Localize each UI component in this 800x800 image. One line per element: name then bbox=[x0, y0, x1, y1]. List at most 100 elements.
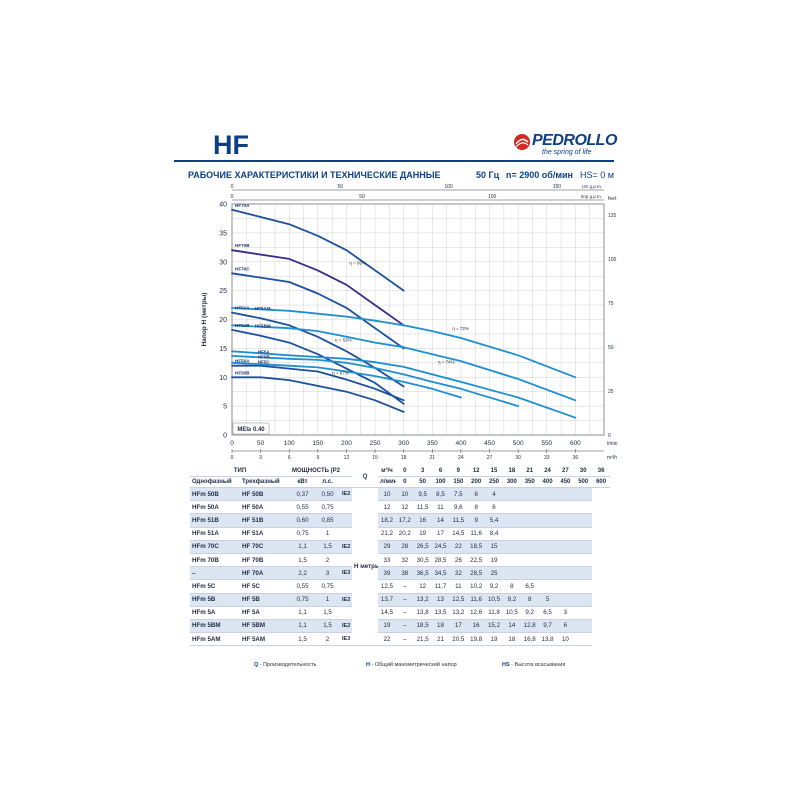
power-hp: 1,5 bbox=[315, 540, 341, 554]
single-phase-model: HFm 70B bbox=[190, 553, 240, 568]
three-phase-model: HF 5A bbox=[240, 606, 291, 620]
head-value: 22 bbox=[378, 632, 396, 647]
lmin-header-cell: 500 bbox=[574, 476, 593, 488]
m3h-tick-label: 27 bbox=[487, 455, 493, 461]
head-value: 19 bbox=[485, 553, 503, 568]
head-value: – bbox=[395, 619, 414, 634]
m3h-tick-label: 18 bbox=[401, 455, 407, 461]
head-value: 11,6 bbox=[467, 593, 486, 607]
head-value bbox=[538, 527, 557, 541]
head-value: 7,5 bbox=[449, 487, 468, 502]
head-value bbox=[520, 527, 539, 541]
mei-label: MEI≥ 0.40 bbox=[237, 427, 265, 433]
x-tick-label: 100 bbox=[284, 440, 295, 447]
head-value bbox=[502, 487, 521, 502]
m3h-tick-label: 9 bbox=[316, 455, 319, 461]
ie-class: IE2 bbox=[340, 487, 353, 502]
head-value: 18,5 bbox=[413, 619, 432, 634]
three-phase-model: HF 70C bbox=[240, 540, 291, 554]
frequency-label: 50 Гц bbox=[476, 170, 500, 180]
m3h-header-cell: 15 bbox=[485, 466, 503, 477]
x-tick-label: 0 bbox=[230, 440, 234, 447]
three-phase-model: HF 5BM bbox=[240, 619, 291, 634]
head-value bbox=[556, 593, 575, 607]
usgpm-tick-label: 0 bbox=[231, 184, 234, 190]
lmin-header-cell: 150 bbox=[449, 476, 468, 488]
head-value bbox=[574, 513, 593, 528]
power-kw: 1,1 bbox=[290, 619, 316, 634]
head-value: 21,2 bbox=[378, 527, 396, 541]
performance-chart: 0 50 100 150 200 250 300 350 400 450 500 550 600 l/mi… bbox=[201, 184, 618, 461]
head-value bbox=[574, 553, 593, 568]
x-tick-label: 200 bbox=[341, 440, 352, 447]
power-header: МОЩНОСТЬ (P2) bbox=[290, 466, 341, 477]
m3h-tick-label: 24 bbox=[458, 455, 464, 461]
brand-name: PEDROLLO bbox=[532, 132, 617, 149]
head-value bbox=[520, 566, 539, 581]
m3h-tick-label: 21 bbox=[430, 455, 436, 461]
head-value: 12 bbox=[395, 500, 414, 515]
feet-tick-label: 0 bbox=[608, 433, 611, 439]
head-value: 11,8 bbox=[485, 606, 503, 620]
y-tick-label: 30 bbox=[219, 259, 227, 266]
ie-class: IE3 bbox=[340, 566, 353, 581]
y-tick-label: 5 bbox=[223, 404, 227, 411]
head-value bbox=[556, 487, 575, 502]
series-label: HF5A bbox=[258, 350, 271, 355]
head-value: 14,5 bbox=[378, 606, 396, 620]
lmin-header-cell: 450 bbox=[556, 476, 575, 488]
ie-header bbox=[340, 466, 353, 477]
head-value: 16 bbox=[413, 513, 432, 528]
usgpm-unit-label: US g.p.m. bbox=[582, 184, 602, 189]
head-value: – bbox=[395, 593, 414, 607]
curve-hf5c bbox=[231, 361, 462, 399]
head-value: 8 bbox=[520, 593, 539, 607]
power-hp: 0,75 bbox=[315, 500, 341, 515]
head-value: 13,8 bbox=[538, 632, 557, 647]
x-tick-label: 600 bbox=[570, 440, 581, 447]
single-phase-model: HFm 70C bbox=[190, 540, 240, 554]
head-value: 32 bbox=[395, 553, 414, 568]
head-value: 6 bbox=[467, 487, 486, 502]
head-value bbox=[538, 579, 557, 594]
usgpm-tick-label: 50 bbox=[338, 184, 344, 190]
head-value bbox=[538, 500, 557, 515]
m3h-header-cell: 30 bbox=[574, 466, 593, 477]
head-value: 10,5 bbox=[502, 606, 521, 620]
head-value bbox=[556, 513, 575, 528]
footnote-hs-text: - Высота всасывания bbox=[509, 662, 566, 668]
head-value: 36,5 bbox=[413, 566, 432, 581]
single-phase-model: HFm 5A bbox=[190, 606, 240, 620]
ie-class bbox=[340, 500, 353, 515]
pedrollo-logo-icon bbox=[514, 134, 530, 150]
single-phase-model: HFm 51B bbox=[190, 513, 240, 528]
head-value: 18 bbox=[431, 619, 450, 634]
power-hp: 1 bbox=[315, 527, 341, 541]
head-value: 8,4 bbox=[485, 527, 503, 541]
head-value: 20,5 bbox=[449, 632, 468, 647]
m3h-header-cell: 3 bbox=[413, 466, 432, 477]
table-row: HFm 5C HF 5C 0,55 0,75 12,5–12 11,7 11 10,2 9,2 8… bbox=[190, 579, 610, 594]
m3h-header-cell: 12 bbox=[467, 466, 486, 477]
m3h-header-cell: 24 bbox=[538, 466, 557, 477]
head-value bbox=[502, 527, 521, 541]
head-value: 5,4 bbox=[485, 513, 503, 528]
table-subheader-row: Однофазный Трехфазный кВт л.с. л/мин 0 50 100 15… bbox=[190, 476, 610, 488]
m3h-tick-label: 15 bbox=[372, 455, 378, 461]
table-row: – HF 70A 2,2 3 IE3 39 38 36,5 34,5 32 28,5 25 bbox=[190, 566, 610, 581]
series-label: HF51B bbox=[235, 323, 250, 328]
head-value bbox=[574, 500, 593, 515]
head-value: 11,7 bbox=[431, 579, 450, 594]
head-value: 28,5 bbox=[467, 566, 486, 581]
head-value: 10 bbox=[395, 487, 414, 502]
curve-hf5am bbox=[231, 307, 577, 379]
head-value bbox=[574, 487, 593, 502]
ie-class bbox=[340, 527, 353, 541]
head-value: 29 bbox=[378, 540, 396, 554]
single-phase-model: HFm 5B bbox=[190, 593, 240, 607]
head-value: 10 bbox=[378, 487, 396, 502]
head-value: 19 bbox=[485, 632, 503, 647]
head-value: 20,2 bbox=[395, 527, 414, 541]
head-value: 12,8 bbox=[520, 619, 539, 634]
